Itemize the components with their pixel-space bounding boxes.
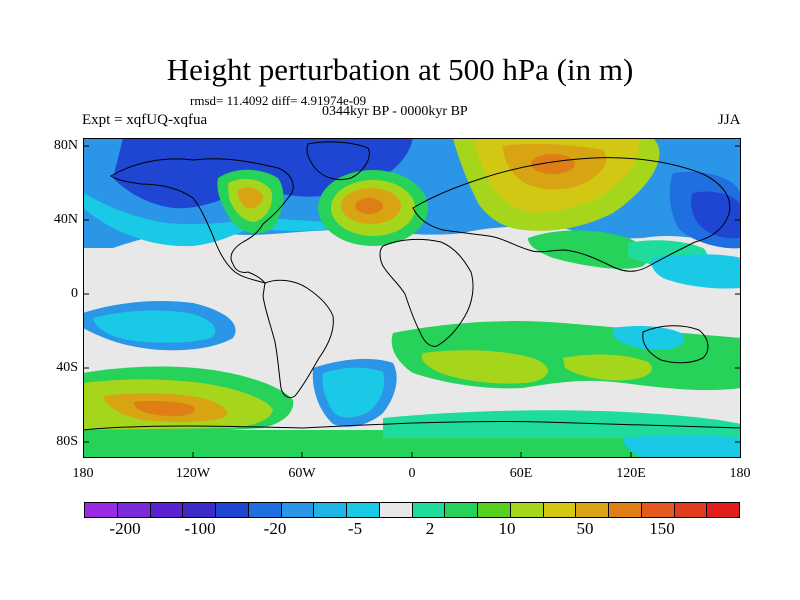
field-asia-green: [528, 230, 648, 269]
field-cyan-arc: [83, 193, 363, 247]
lon-tick-label: 60W: [288, 466, 316, 481]
colorbar-swatch: [510, 503, 544, 517]
lon-tick-label: 180: [72, 466, 94, 481]
field-eurasia-core: [531, 154, 575, 174]
coast-eurasia: [412, 157, 731, 272]
lon-tick-label: 0: [408, 466, 416, 481]
field-spac-cyan: [93, 310, 216, 343]
field-atlantic-core: [355, 198, 383, 214]
colorbar-label: -5: [347, 519, 363, 538]
coast-antarctica: [83, 420, 741, 431]
field-pacific-cyan: [651, 254, 741, 289]
colorbar-swatch: [216, 503, 249, 517]
coast-north-america: [110, 158, 294, 284]
field-sspac-darkorange: [133, 401, 195, 417]
colorbar-swatch: [445, 503, 478, 517]
colorbar-swatch: [347, 503, 380, 517]
colorbar-swatch: [707, 503, 739, 517]
experiment-label: Expt = xqfUQ-xqfua: [82, 112, 208, 128]
coast-south-america: [262, 279, 334, 399]
coastlines: [83, 141, 741, 431]
colorbar-swatch: [314, 503, 347, 517]
colorbar-label: -200: [109, 519, 141, 538]
coast-africa: [379, 238, 474, 347]
lon-tick-label: 120W: [175, 466, 211, 481]
lon-tick-label: 60E: [509, 466, 533, 481]
colorbar-swatch: [281, 503, 315, 517]
colorbar-label: 10: [498, 519, 516, 538]
lon-tick-label: 120E: [616, 466, 646, 481]
field-antarctic-cyan: [623, 435, 741, 458]
axis-ticks: [83, 145, 741, 458]
colorbar-swatch: [85, 503, 118, 517]
period-label: 0344kyr BP - 0000kyr BP: [322, 104, 468, 119]
colorbar-swatch: [248, 503, 282, 517]
coast-greenland: [306, 141, 370, 181]
colorbar-label: 50: [576, 519, 594, 538]
field-namerica-orange: [237, 187, 263, 209]
colorbar-label: 2: [425, 519, 435, 538]
colorbar-swatch: [117, 503, 151, 517]
coast-australia: [642, 325, 709, 364]
lat-tick-label: 0: [71, 286, 78, 301]
colorbar-swatch: [183, 503, 216, 517]
colorbar-swatch: [641, 503, 675, 517]
colorbar-swatch: [609, 503, 642, 517]
lat-tick-label: 40N: [53, 212, 78, 227]
lat-tick-label: 80N: [53, 138, 78, 153]
field-antarctic-teal: [383, 410, 741, 438]
map-panel: [83, 138, 741, 458]
colorbar-swatch: [478, 503, 511, 517]
lat-tick-label: 80S: [56, 434, 78, 449]
field-south-yellow: [421, 350, 548, 384]
colorbar: [84, 502, 740, 518]
colorbar-label: 150: [649, 519, 675, 538]
plot-title: Height perturbation at 500 hPa (in m): [166, 52, 634, 87]
lon-tick-label: 180: [729, 466, 751, 481]
colorbar-swatch: [674, 503, 708, 517]
season-label: JJA: [718, 112, 741, 128]
colorbar-swatch: [576, 503, 609, 517]
colorbar-swatch: [412, 503, 446, 517]
lat-tick-label: 40S: [56, 360, 78, 375]
colorbar-label: -100: [184, 519, 216, 538]
colorbar-swatch: [150, 503, 184, 517]
colorbar-swatch: [543, 503, 577, 517]
field-pacific-ne-deep: [690, 191, 741, 239]
field-indian-cyan: [613, 326, 685, 350]
field-indian-yellow: [563, 354, 652, 381]
stats-line: rmsd= 11.4092 diff= 4.91974e-09: [190, 93, 367, 108]
colorbar-swatch: [379, 503, 413, 517]
colorbar-label: -20: [263, 519, 287, 538]
field-satl-cyan: [322, 367, 385, 418]
